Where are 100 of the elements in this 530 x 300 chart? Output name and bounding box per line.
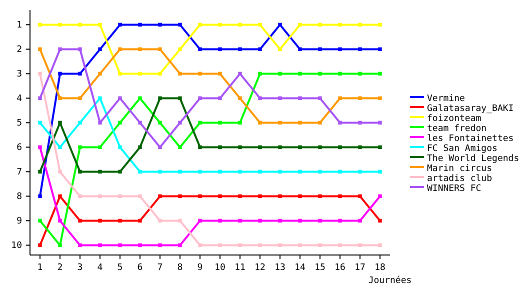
point: [298, 218, 302, 223]
y-tick-label: 8: [16, 192, 22, 202]
point: [178, 96, 182, 100]
point: [38, 22, 42, 27]
point: [178, 47, 182, 52]
point: [78, 47, 82, 52]
point: [138, 47, 142, 52]
point: [238, 96, 242, 100]
x-axis-title: Journées: [368, 275, 412, 286]
point: [258, 120, 262, 125]
point: [258, 170, 262, 174]
point: [178, 72, 182, 76]
point: [138, 194, 142, 198]
point: [218, 145, 222, 150]
point: [358, 170, 362, 174]
legend-label: les Fontainettes: [427, 134, 514, 144]
point: [98, 47, 102, 52]
x-tick-label: 9: [197, 263, 203, 273]
point: [98, 170, 102, 174]
point: [58, 145, 62, 150]
point: [258, 218, 262, 223]
point: [178, 218, 182, 223]
point: [158, 96, 162, 100]
point: [158, 72, 162, 76]
x-tick-label: 3: [77, 263, 83, 273]
point: [358, 145, 362, 150]
point: [258, 194, 262, 198]
point: [238, 170, 242, 174]
x-tick-label: 10: [214, 263, 226, 273]
point: [378, 170, 382, 174]
point: [358, 72, 362, 76]
point: [298, 22, 302, 27]
x-tick-label: 18: [374, 263, 386, 273]
x-tick-label: 5: [117, 263, 123, 273]
x-tick-label: 17: [354, 263, 366, 273]
point: [318, 72, 322, 76]
point: [358, 22, 362, 27]
point: [158, 218, 162, 223]
point: [338, 72, 342, 76]
point: [338, 218, 342, 223]
point: [98, 22, 102, 27]
y-tick-label: 4: [16, 94, 22, 104]
point: [378, 145, 382, 150]
point: [318, 194, 322, 198]
point: [118, 120, 122, 125]
point: [358, 218, 362, 223]
point: [58, 72, 62, 76]
point: [178, 22, 182, 27]
point: [158, 145, 162, 150]
point: [378, 47, 382, 52]
point: [318, 96, 322, 100]
x-tick-label: 1: [37, 263, 43, 273]
point: [338, 47, 342, 52]
point: [238, 194, 242, 198]
legend-label: The World Legends: [427, 154, 520, 164]
point: [338, 170, 342, 174]
point: [198, 47, 202, 52]
y-tick-label: 10: [11, 241, 22, 252]
point: [58, 120, 62, 125]
point: [378, 194, 382, 198]
point: [58, 47, 62, 52]
point: [298, 194, 302, 198]
point: [218, 22, 222, 27]
point: [198, 145, 202, 150]
point: [78, 218, 82, 223]
point: [258, 72, 262, 76]
point: [318, 120, 322, 125]
point: [298, 145, 302, 150]
point: [378, 218, 382, 223]
point: [178, 120, 182, 125]
x-tick-label: 13: [274, 263, 286, 273]
point: [258, 47, 262, 52]
point: [158, 120, 162, 125]
x-tick-label: 16: [334, 263, 346, 273]
point: [118, 170, 122, 174]
legend-label: FC San Amigos: [427, 144, 498, 154]
point: [198, 243, 202, 248]
point: [238, 72, 242, 76]
point: [278, 22, 282, 27]
point: [298, 170, 302, 174]
point: [38, 145, 42, 150]
point: [298, 120, 302, 125]
point: [338, 145, 342, 150]
point: [138, 170, 142, 174]
point: [98, 218, 102, 223]
point: [338, 96, 342, 100]
point: [318, 22, 322, 27]
point: [178, 170, 182, 174]
point: [318, 47, 322, 52]
point: [58, 218, 62, 223]
point: [138, 120, 142, 125]
point: [38, 47, 42, 52]
point: [118, 22, 122, 27]
point: [198, 194, 202, 198]
point: [378, 96, 382, 100]
point: [298, 47, 302, 52]
point: [218, 47, 222, 52]
point: [38, 243, 42, 248]
point: [38, 120, 42, 125]
point: [238, 22, 242, 27]
